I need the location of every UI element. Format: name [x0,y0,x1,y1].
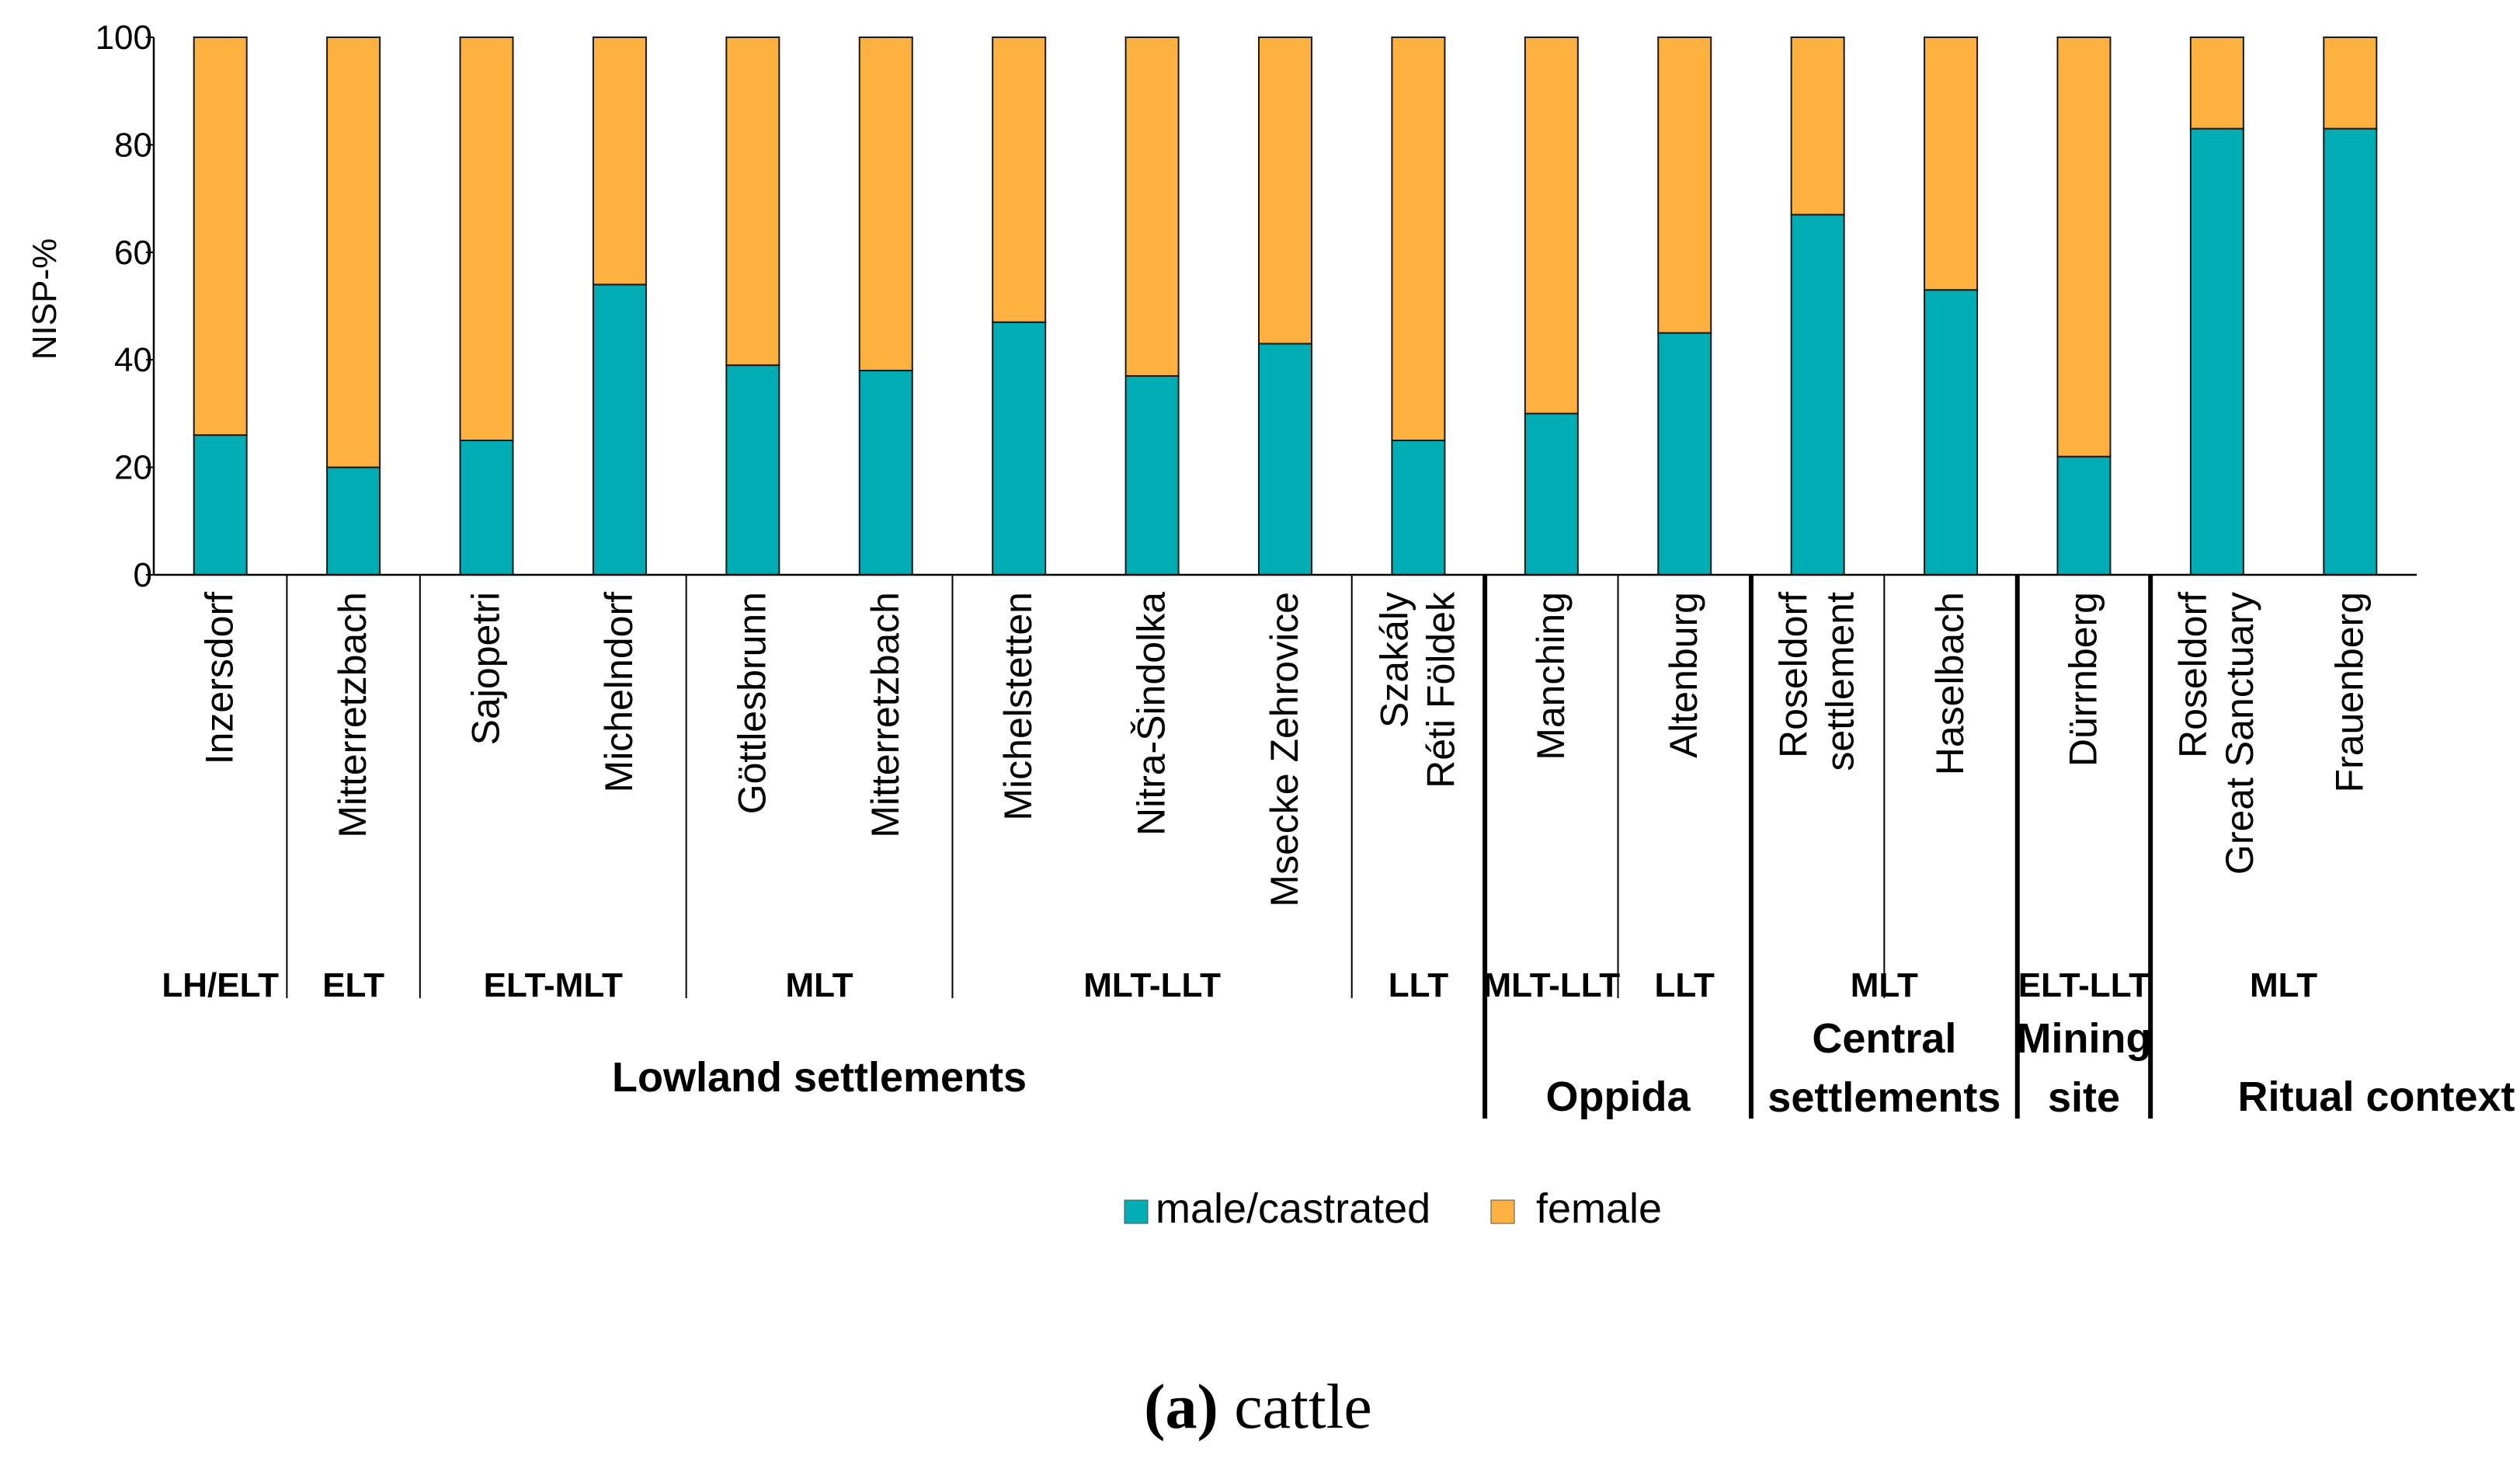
bar-male-10 [1524,412,1579,576]
period-label: MLT [785,966,853,1004]
group-label: settlements [1767,1074,2000,1121]
bar-female-15 [2189,37,2244,130]
group-label: Lowland settlements [612,1054,1027,1101]
bar-female-9 [1391,37,1446,441]
category-label: Réti Földek [1419,591,1462,788]
bar-female-10 [1524,37,1579,415]
category-label: Haselbach [1928,592,1972,775]
caption-label: (a) [1144,1371,1218,1442]
bar-male-6 [992,321,1047,576]
bar-male-12 [1790,214,1845,576]
category-label: Roseldorf [2171,592,2215,758]
category-label: Altenburg [1662,592,1705,758]
category-label: Inzersdorf [198,592,242,764]
category-label: Michelstetten [996,592,1040,821]
category-label: Michelndorf [597,592,641,793]
bar-male-15 [2189,127,2244,576]
category-label: Nitra-Šindolka [1130,592,1173,836]
category-label: Szakály [1372,592,1416,728]
bar-male-8 [1258,343,1312,576]
bar-female-16 [2323,37,2378,130]
bar-female-5 [858,37,913,372]
bar-male-1 [326,466,381,576]
period-label: ELT [322,966,384,1004]
axes [152,37,2417,576]
bar-male-13 [1924,289,1979,576]
category-label: Msecke Zehrovice [1263,592,1306,907]
category-label: Manching [1529,592,1573,760]
y-axis-label: NISP-% [26,238,64,360]
category-label: Mitterretzbach [864,592,907,838]
period-label: MLT-LLT [1083,966,1221,1004]
bar-male-7 [1124,374,1180,576]
period-label: MLT [2250,966,2317,1004]
period-label: LLT [1655,966,1715,1004]
bar-female-13 [1924,37,1979,291]
legend-label-male: male/castrated [1156,1185,1430,1232]
period-label: MLT-LLT [1482,966,1620,1004]
bar-female-2 [459,37,514,441]
category-label: Roseldorf [1772,592,1816,758]
group-label: site [2048,1074,2120,1121]
y-axis-ticks: 0 20 40 60 80 100 [96,19,154,594]
bar-female-14 [2056,37,2112,458]
bar-female-8 [1258,37,1312,345]
period-label: LLT [1389,966,1448,1004]
period-label: ELT-LLT [2018,966,2150,1004]
y-tick-label: 100 [96,19,152,57]
period-label: ELT-MLT [484,966,623,1004]
group-label: Ritual context [2237,1073,2515,1120]
caption-text: cattle [1234,1371,1372,1442]
legend-swatch-female [1490,1199,1515,1224]
category-label: Sajopetri [464,592,508,745]
period-label: LH/ELT [162,966,279,1004]
y-tick-label: 40 [114,341,152,379]
group-labels: Lowland settlements Oppida Central settleme… [612,1015,2515,1121]
bar-male-5 [858,370,913,576]
bar-female-7 [1124,37,1180,377]
bar-female-4 [725,37,780,367]
bar-male-0 [193,434,248,576]
bar-female-0 [193,37,248,437]
bar-male-3 [592,284,647,576]
legend-label-female: female [1536,1185,1662,1232]
y-tick-label: 80 [114,126,152,164]
separators [286,575,2153,1119]
y-tick-label: 60 [114,234,152,272]
group-label: Central [1812,1015,1956,1062]
bar-male-16 [2323,127,2378,576]
period-labels: LH/ELT ELT ELT-MLT MLT MLT-LLT LLT MLT-LLT LLT M… [162,966,2317,1004]
group-label: Oppida [1546,1073,1691,1120]
bar-male-11 [1657,332,1712,576]
bar-female-11 [1657,37,1712,334]
bar-male-14 [2056,455,2112,576]
category-label: Great Sanctuary [2218,592,2261,875]
bar-male-2 [459,440,514,576]
legend: male/castrated female [1124,1185,1662,1232]
group-label: Mining [2016,1015,2151,1062]
period-label: MLT [1851,966,1918,1004]
bar-male-4 [725,364,780,576]
category-label: Göttlesbrunn [730,592,773,814]
bar-female-12 [1790,37,1845,216]
bar-male-9 [1391,440,1446,576]
figure-caption: (a) cattle [1144,1371,1372,1442]
category-label: settlement [1819,592,1862,771]
bar-female-6 [992,37,1047,323]
y-tick-label: 20 [114,449,152,487]
bar-marks [193,37,2378,576]
category-label: Mitterretzbach [331,592,374,838]
y-tick-label: 0 [134,556,152,594]
legend-swatch-male [1124,1199,1149,1224]
bar-female-3 [592,37,647,286]
category-label: Frauenberg [2327,592,2371,793]
category-labels: Inzersdorf Mitterretzbach Sajopetri Micheln… [198,591,2372,907]
category-label: Dürrnberg [2061,592,2105,767]
bar-female-1 [326,37,381,468]
